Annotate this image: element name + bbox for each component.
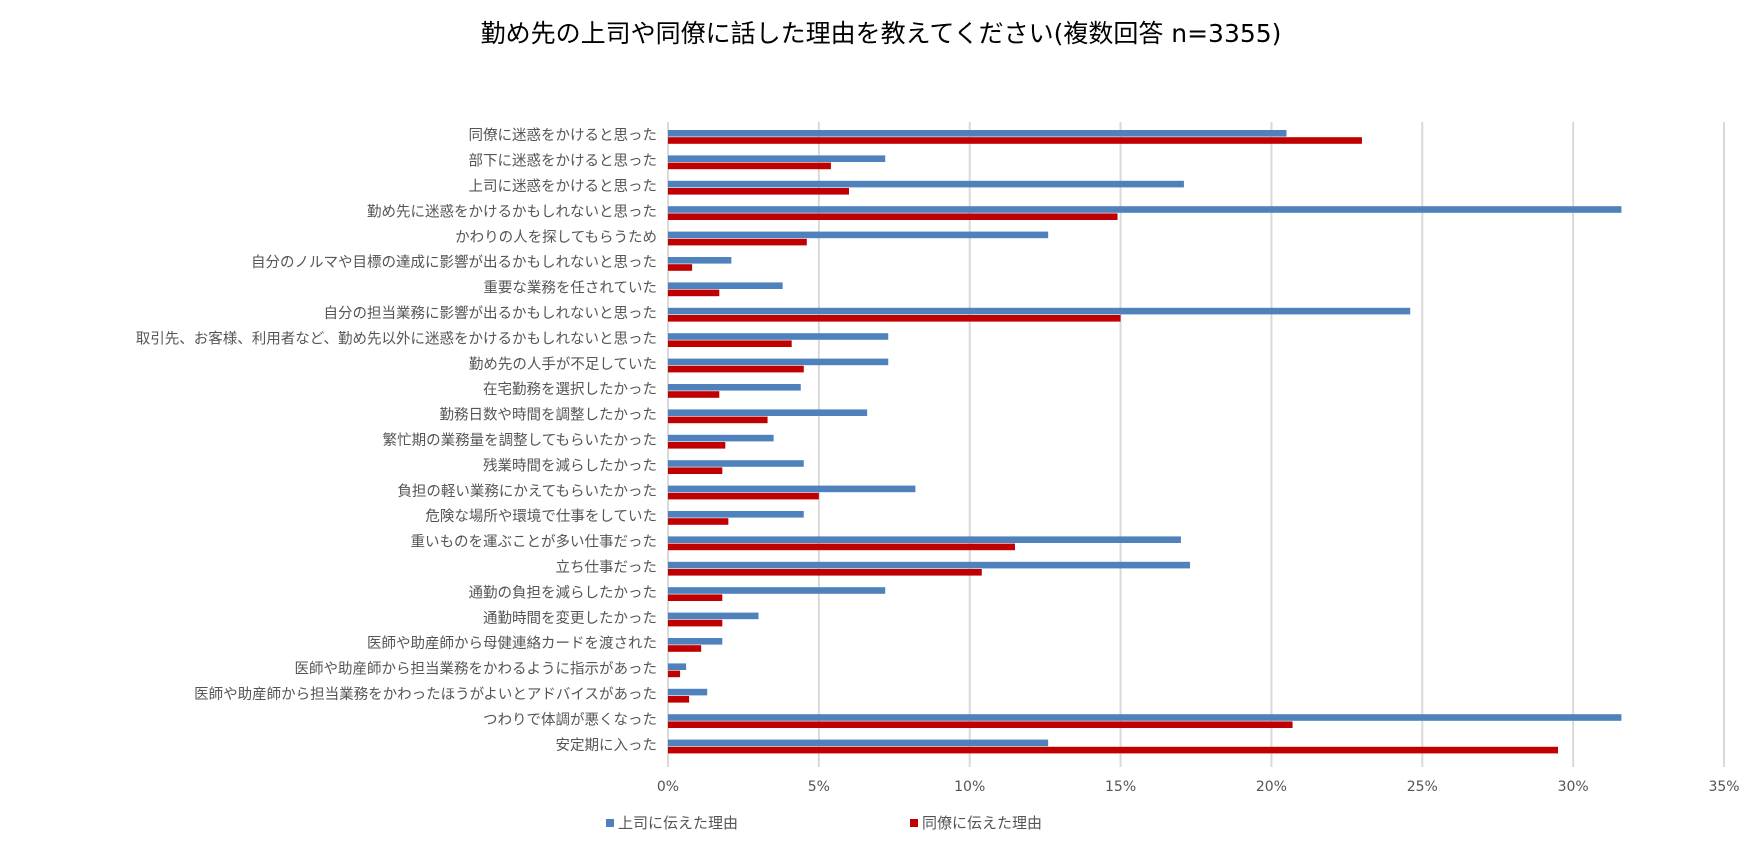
category-label: つわりで体調が悪くなった <box>483 711 657 728</box>
bar-coworker <box>668 264 693 271</box>
category-label: 残業時間を減らしたかった <box>483 457 657 474</box>
category-label: 在宅勤務を選択したかった <box>483 381 657 398</box>
bar-coworker <box>668 518 729 525</box>
bar-coworker <box>668 721 1293 728</box>
legend-swatch <box>606 819 614 827</box>
bar-coworker <box>668 340 792 347</box>
bar-coworker <box>668 619 723 627</box>
gridlines <box>667 122 1725 767</box>
bar-coworker <box>668 365 804 373</box>
bar-coworker <box>668 315 1121 322</box>
category-label: 勤め先に迷惑をかけるかもしれないと思った <box>367 203 657 220</box>
x-tick-label: 5% <box>808 779 830 795</box>
bar-boss <box>668 231 1049 239</box>
bar-boss <box>668 282 783 289</box>
category-label: 医師や助産師から母健連絡カードを渡された <box>367 635 657 652</box>
bar-coworker <box>668 416 768 424</box>
category-label: 医師や助産師から担当業務をかわったほうがよいとアドバイスがあった <box>194 686 657 703</box>
x-tick-label: 20% <box>1256 779 1287 795</box>
bar-boss <box>668 155 886 162</box>
category-label: 医師や助産師から担当業務をかわるように指示があった <box>295 661 658 678</box>
bar-coworker <box>668 746 1559 754</box>
x-tick-label: 25% <box>1407 779 1438 795</box>
bar-coworker <box>668 543 1015 551</box>
x-tick-label: 35% <box>1708 779 1739 795</box>
bar-boss <box>668 384 801 391</box>
bar-coworker <box>668 696 690 703</box>
category-label: 安定期に入った <box>556 737 658 754</box>
bar-boss <box>668 688 708 696</box>
category-label: 通勤時間を変更したかった <box>483 610 657 627</box>
category-label: 上司に迷惑をかけると思った <box>469 178 658 195</box>
category-label: 同僚に迷惑をかけると思った <box>469 127 658 144</box>
bar-coworker <box>668 238 807 246</box>
bar-coworker <box>668 492 819 500</box>
bar-coworker <box>668 569 982 576</box>
category-label: 負担の軽い業務にかえてもらいたかった <box>397 483 657 500</box>
category-label: 自分のノルマや目標の達成に影響が出るかもしれないと思った <box>251 253 657 271</box>
bar-coworker <box>668 162 831 170</box>
chart-title: 勤め先の上司や同僚に話した理由を教えてください(複数回答 n=3355) <box>480 19 1282 48</box>
x-tick-label: 30% <box>1558 779 1589 795</box>
bar-boss <box>668 485 916 493</box>
bar-boss <box>668 206 1622 213</box>
legend-swatch <box>910 819 918 827</box>
bar-boss <box>668 333 889 340</box>
category-label: 部下に迷惑をかけると思った <box>469 153 658 170</box>
bar-coworker <box>668 289 720 297</box>
category-labels: 同僚に迷惑をかけると思った部下に迷惑をかけると思った上司に迷惑をかけると思った勤… <box>136 127 657 754</box>
bar-boss <box>668 739 1049 747</box>
bar-boss <box>668 409 868 416</box>
bar-coworker <box>668 188 850 195</box>
legend: 上司に伝えた理由 同僚に伝えた理由 <box>606 814 1042 832</box>
bar-boss <box>668 714 1622 721</box>
bar-coworker <box>668 467 723 474</box>
category-label: 勤め先の人手が不足していた <box>469 356 657 373</box>
category-label: 取引先、お客様、利用者など、勤め先以外に迷惑をかけるかもしれないと思った <box>136 330 657 347</box>
category-label: 立ち仕事だった <box>556 559 658 576</box>
bar-coworker <box>668 442 726 449</box>
category-label: 危険な場所や環境で仕事をしていた <box>425 507 657 525</box>
bar-boss <box>668 130 1287 137</box>
bar-boss <box>668 638 723 645</box>
bar-boss <box>668 663 687 670</box>
x-tick-label: 0% <box>657 779 679 795</box>
category-label: 自分の担当業務に影響が出るかもしれないと思った <box>324 304 658 322</box>
category-label: 通勤の負担を減らしたかった <box>469 584 658 601</box>
category-label: 繁忙期の業務量を調整してもらいたかった <box>383 432 657 449</box>
category-label: かわりの人を探してもらうため <box>455 229 657 246</box>
bar-coworker <box>668 391 720 398</box>
x-tick-label: 15% <box>1105 779 1136 795</box>
bar-boss <box>668 307 1411 315</box>
bar-coworker <box>668 137 1362 144</box>
bar-coworker <box>668 213 1118 220</box>
legend-label: 上司に伝えた理由 <box>618 814 738 832</box>
bar-coworker <box>668 645 702 652</box>
bar-boss <box>668 257 732 264</box>
x-tick-label: 10% <box>954 779 985 795</box>
bar-coworker <box>668 670 681 678</box>
x-tick-labels: 0% 5% 10% 15% 20% 25% 30% 35% <box>657 779 1740 795</box>
bar-boss <box>668 561 1190 569</box>
category-label: 勤務日数や時間を調整したかった <box>440 407 658 424</box>
bar-boss <box>668 587 886 594</box>
bar-boss <box>668 434 774 442</box>
category-label: 重いものを運ぶことが多い仕事だった <box>411 534 658 551</box>
bar-boss <box>668 612 759 620</box>
category-label: 重要な業務を任されていた <box>483 280 657 297</box>
bar-boss <box>668 460 804 467</box>
bar-boss <box>668 358 889 366</box>
bar-coworker <box>668 594 723 601</box>
bar-boss <box>668 511 804 518</box>
bars <box>668 130 1622 754</box>
bar-boss <box>668 536 1181 543</box>
legend-label: 同僚に伝えた理由 <box>922 814 1042 832</box>
bar-boss <box>668 180 1184 188</box>
